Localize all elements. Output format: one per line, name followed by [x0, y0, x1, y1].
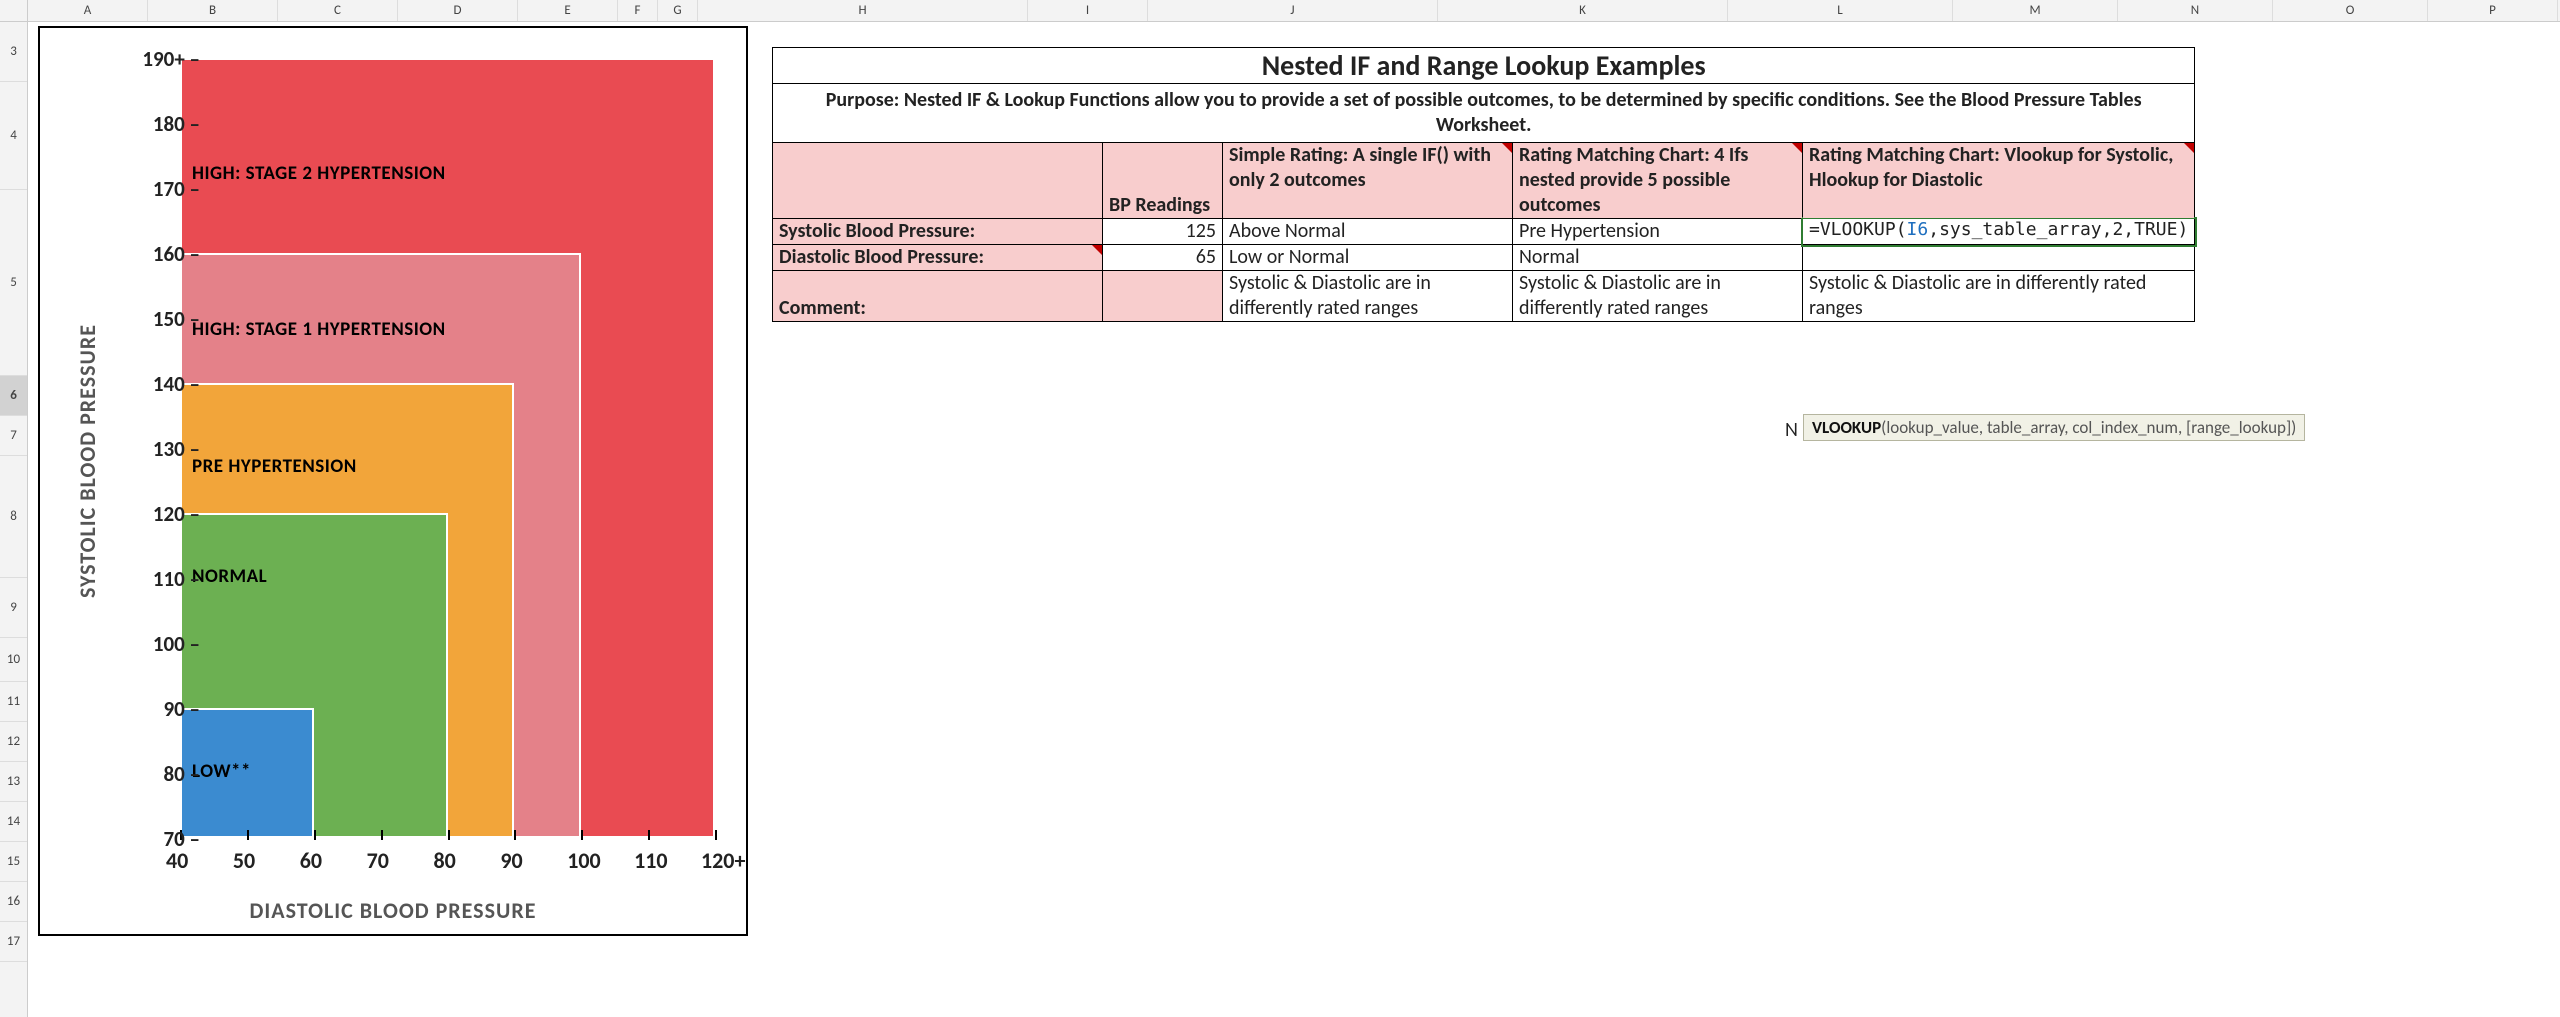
row-header-8[interactable]: 8: [0, 456, 27, 578]
comment-blank-i: [1103, 271, 1223, 322]
label-comment: Comment:: [773, 271, 1103, 322]
chart-region-label: PRE HYPERTENSION: [192, 457, 357, 476]
chart-plot-area: HIGH: STAGE 2 HYPERTENSION HIGH: STAGE 1 …: [180, 58, 715, 838]
chart-y-tick-label: 140 –: [153, 371, 200, 397]
row-header-11[interactable]: 11: [0, 682, 27, 722]
row-header-12[interactable]: 12: [0, 722, 27, 762]
row-header-6[interactable]: 6: [0, 376, 27, 416]
systolic-simple-result[interactable]: Above Normal: [1223, 219, 1513, 245]
row-header-3[interactable]: 3: [0, 22, 27, 82]
row-header-column: 34567891011121314151617: [0, 22, 28, 1017]
column-header-row: ABCDEFGHIJKLMNOP: [0, 0, 2560, 22]
hdr-bp-readings: BP Readings: [1103, 143, 1223, 219]
hdr-simple-rating: Simple Rating: A single IF() with only 2…: [1223, 143, 1513, 219]
tooltip-signature: (lookup_value, table_array, col_index_nu…: [1881, 417, 2296, 438]
chart-y-tick-label: 120 –: [153, 501, 200, 527]
column-header-M[interactable]: M: [1953, 0, 2118, 21]
formula-editing-cell[interactable]: =VLOOKUP(I6,sys_table_array,2,TRUE): [1803, 219, 2195, 245]
column-header-O[interactable]: O: [2273, 0, 2428, 21]
column-header-P[interactable]: P: [2428, 0, 2558, 21]
hdr-vlookup-rating: Rating Matching Chart: Vlookup for Systo…: [1803, 143, 2195, 219]
chart-x-tick-label: 80: [434, 847, 456, 874]
chart-y-tick-label: 90 –: [164, 696, 201, 722]
row-header-16[interactable]: 16: [0, 882, 27, 922]
chart-y-tick-label: 160 –: [153, 241, 200, 267]
value-diastolic[interactable]: 65: [1103, 245, 1223, 271]
table-purpose: Purpose: Nested IF & Lookup Functions al…: [773, 84, 2195, 143]
comment-indicator-icon[interactable]: [2184, 143, 2194, 153]
row-header-9[interactable]: 9: [0, 578, 27, 638]
row-header-10[interactable]: 10: [0, 638, 27, 682]
chart-region-label: HIGH: STAGE 1 HYPERTENSION: [192, 320, 446, 339]
chart-y-axis-title: SYSTOLIC BLOOD PRESSURE: [74, 324, 101, 598]
label-diastolic: Diastolic Blood Pressure:: [773, 245, 1103, 271]
value-systolic[interactable]: 125: [1103, 219, 1223, 245]
column-header-L[interactable]: L: [1728, 0, 1953, 21]
chart-x-tick-label: 50: [233, 847, 255, 874]
chart-region-label: HIGH: STAGE 2 HYPERTENSION: [192, 164, 446, 183]
comment-j[interactable]: Systolic & Diastolic are in differently …: [1223, 271, 1513, 322]
comment-indicator-icon[interactable]: [1792, 143, 1802, 153]
column-header-E[interactable]: E: [518, 0, 618, 21]
diastolic-nested-result[interactable]: Normal: [1513, 245, 1803, 271]
hdr-blank-h: [773, 143, 1103, 219]
column-header-D[interactable]: D: [398, 0, 518, 21]
comment-indicator-icon[interactable]: [1502, 143, 1512, 153]
row-header-4[interactable]: 4: [0, 82, 27, 190]
lookup-example-table: Nested IF and Range Lookup Examples Purp…: [772, 47, 2195, 322]
chart-region: LOW**: [180, 708, 314, 838]
chart-x-axis-title: DIASTOLIC BLOOD PRESSURE: [40, 897, 746, 924]
chart-x-tick-label: 110: [634, 847, 667, 874]
column-header-I[interactable]: I: [1028, 0, 1148, 21]
select-all-corner[interactable]: [0, 0, 28, 21]
row-header-17[interactable]: 17: [0, 922, 27, 962]
chart-region-label: LOW**: [192, 762, 251, 781]
comment-l[interactable]: Systolic & Diastolic are in differently …: [1803, 271, 2195, 322]
column-header-B[interactable]: B: [148, 0, 278, 21]
column-header-K[interactable]: K: [1438, 0, 1728, 21]
chart-y-tick-label: 170 –: [153, 176, 200, 202]
chart-x-tick-label: 90: [500, 847, 522, 874]
hdr-nested-rating: Rating Matching Chart: 4 Ifs nested prov…: [1513, 143, 1803, 219]
chart-y-tick-label: 80 –: [164, 761, 201, 787]
chart-y-tick-label: 150 –: [153, 306, 200, 332]
row-header-13[interactable]: 13: [0, 762, 27, 802]
truncated-cell-text: N: [1783, 418, 1800, 442]
comment-k[interactable]: Systolic & Diastolic are in differently …: [1513, 271, 1803, 322]
chart-y-tick-label: 100 –: [153, 631, 200, 657]
chart-region-label: NORMAL: [192, 567, 267, 586]
chart-y-tick-label: 130 –: [153, 436, 200, 462]
chart-y-tick-label: 180 –: [153, 111, 200, 137]
chart-x-tick-label: 70: [367, 847, 389, 874]
chart-y-tick-label: 190+ –: [142, 46, 200, 72]
tooltip-function-name: VLOOKUP: [1812, 417, 1881, 438]
blood-pressure-chart: SYSTOLIC BLOOD PRESSURE DIASTOLIC BLOOD …: [38, 26, 748, 936]
row-header-5[interactable]: 5: [0, 190, 27, 376]
diastolic-simple-result[interactable]: Low or Normal: [1223, 245, 1513, 271]
chart-x-tick-label: 120+: [701, 847, 745, 874]
formula-tooltip[interactable]: VLOOKUP(lookup_value, table_array, col_i…: [1803, 414, 2305, 441]
row-header-14[interactable]: 14: [0, 802, 27, 842]
diastolic-vlookup-result[interactable]: [1803, 245, 2195, 271]
chart-x-tick-label: 100: [567, 847, 600, 874]
label-systolic: Systolic Blood Pressure:: [773, 219, 1103, 245]
table-title: Nested IF and Range Lookup Examples: [773, 48, 2195, 84]
row-header-15[interactable]: 15: [0, 842, 27, 882]
column-header-N[interactable]: N: [2118, 0, 2273, 21]
column-header-H[interactable]: H: [698, 0, 1028, 21]
column-header-A[interactable]: A: [28, 0, 148, 21]
column-header-G[interactable]: G: [658, 0, 698, 21]
column-header-J[interactable]: J: [1148, 0, 1438, 21]
chart-y-tick-label: 70 –: [164, 826, 201, 852]
systolic-nested-result[interactable]: Pre Hypertension: [1513, 219, 1803, 245]
chart-x-tick-label: 60: [300, 847, 322, 874]
worksheet-grid[interactable]: SYSTOLIC BLOOD PRESSURE DIASTOLIC BLOOD …: [28, 22, 2560, 1017]
row-header-7[interactable]: 7: [0, 416, 27, 456]
column-header-F[interactable]: F: [618, 0, 658, 21]
column-header-C[interactable]: C: [278, 0, 398, 21]
comment-indicator-icon[interactable]: [1092, 245, 1102, 255]
chart-y-tick-label: 110 –: [153, 566, 200, 592]
